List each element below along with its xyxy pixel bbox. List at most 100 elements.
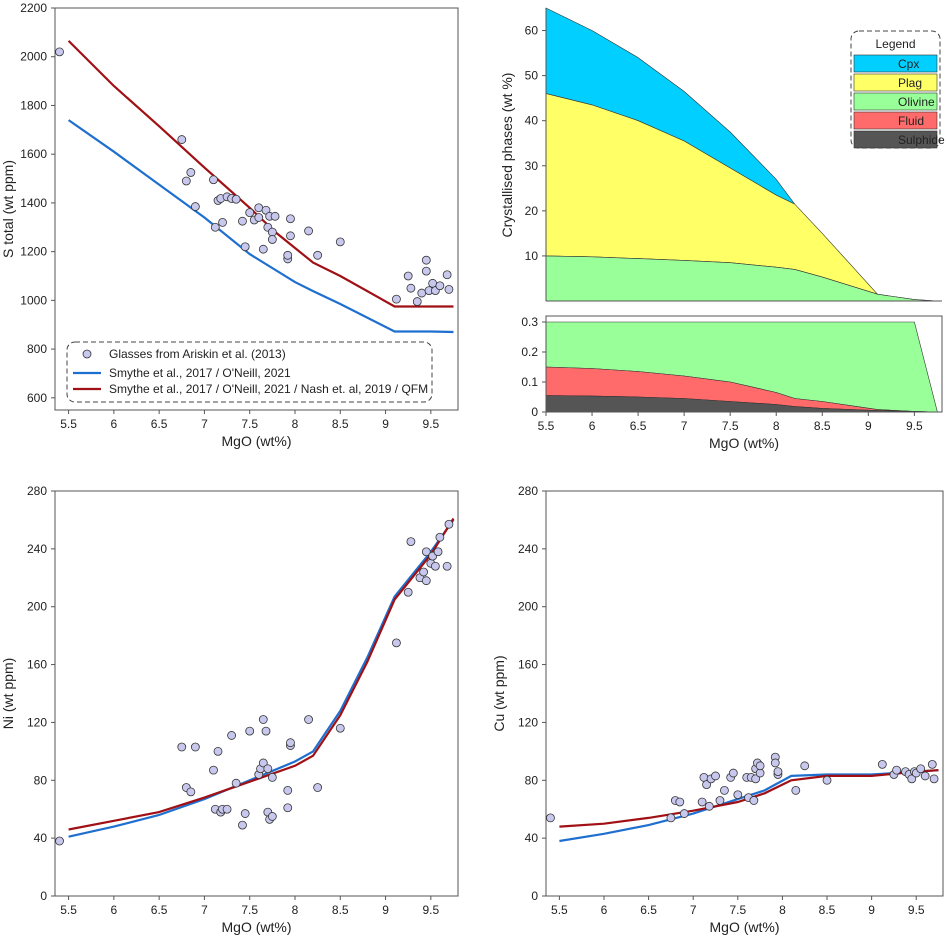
data-point — [245, 208, 255, 218]
data-point — [920, 771, 930, 781]
data-point — [715, 796, 725, 805]
data-point — [916, 764, 926, 774]
y-tick-label: 200 — [27, 600, 47, 614]
series-line-0 — [67, 119, 454, 334]
x-tick-label: 7 — [201, 903, 208, 917]
data-point — [392, 294, 401, 304]
x-tick-label: 7.5 — [729, 903, 746, 917]
y-tick-label: 80 — [34, 773, 48, 787]
data-point — [238, 820, 247, 830]
data-point — [254, 203, 264, 213]
data-point — [444, 284, 454, 294]
x-tick-label: 7 — [201, 417, 208, 431]
data-point — [238, 216, 247, 226]
y-axis-label: Crystallised phases (wt %) — [499, 73, 515, 238]
x-tick-label: 5.5 — [60, 903, 77, 917]
data-point — [417, 288, 427, 298]
x-tick-label: 8 — [773, 419, 780, 433]
y-tick-label: 20 — [525, 204, 539, 218]
data-point — [286, 738, 295, 748]
y-tick-label: 160 — [27, 658, 47, 672]
data-point — [421, 266, 431, 276]
data-point — [392, 638, 401, 648]
plot-frame — [54, 7, 459, 411]
data-point — [209, 765, 218, 775]
y-tick-label: 1200 — [20, 245, 47, 259]
data-point — [55, 47, 64, 57]
panel-cu: 5.5 6 6.5 7 7.5 8 8.5 9 9.5 0 40 80 120 160 200 240 280 M… — [491, 484, 944, 935]
x-tick-label: 9 — [382, 417, 389, 431]
y-tick-label: 0.3 — [521, 315, 538, 329]
data-point — [675, 797, 685, 807]
series-line-0 — [68, 519, 455, 838]
data-point — [442, 561, 452, 571]
data-point — [892, 765, 902, 775]
plot-frame — [545, 490, 944, 897]
y-axis-label: S total (wt ppm) — [0, 160, 16, 258]
x-tick-label: 9.5 — [422, 417, 439, 431]
x-tick-label: 7 — [681, 419, 688, 433]
data-point — [435, 532, 445, 542]
y-tick-label: 2000 — [20, 50, 47, 64]
x-tick-label: 9 — [865, 419, 872, 433]
data-point — [190, 742, 200, 752]
y-tick-label: 0 — [40, 889, 47, 903]
y-tick-label: 120 — [518, 715, 538, 729]
data-point — [270, 211, 280, 221]
data-point — [403, 587, 413, 597]
data-point — [222, 804, 232, 814]
data-point — [704, 801, 714, 811]
plot-frame — [54, 490, 459, 897]
data-point — [218, 217, 227, 227]
legend-label-sulphide: Sulphide — [898, 133, 945, 147]
data-point — [186, 787, 196, 797]
data-point — [877, 759, 887, 769]
x-tick-label: 6.5 — [151, 903, 168, 917]
y-tick-label: 0 — [531, 889, 538, 903]
x-tick-label: 8 — [779, 903, 786, 917]
legend-swatch-fluid — [853, 111, 938, 130]
data-point — [444, 519, 454, 529]
data-point — [267, 227, 277, 237]
data-point — [267, 235, 277, 244]
data-point — [751, 774, 761, 784]
x-tick-label: 7.5 — [722, 419, 739, 433]
data-point — [720, 786, 729, 795]
data-point — [929, 774, 939, 784]
x-tick-label: 8 — [292, 903, 299, 917]
x-tick-label: 7.5 — [241, 417, 258, 431]
data-point — [283, 803, 293, 813]
legend-label-plag: Plag — [898, 76, 922, 90]
x-axis-label: MgO (wt%) — [710, 919, 780, 935]
data-point — [403, 271, 413, 281]
y-tick-label: 1800 — [20, 98, 47, 112]
data-point — [755, 768, 765, 778]
y-tick-label: 240 — [518, 542, 538, 556]
legend-label-0: Smythe et al., 2017 / O'Neill, 2021 — [109, 366, 291, 380]
x-tick-label: 8.5 — [332, 417, 349, 431]
data-point — [313, 250, 323, 260]
data-point — [258, 758, 268, 768]
data-point — [412, 297, 422, 306]
series-line-1 — [559, 769, 939, 828]
y-axis-label: Ni (wt ppm) — [0, 658, 16, 730]
legend-label-cpx: Cpx — [898, 57, 919, 71]
panel-ni: 5.5 6 6.5 7 7.5 8 8.5 9 9.5 0 40 80 120 160 200 240 280 M… — [0, 484, 459, 935]
x-tick-label: 8 — [292, 417, 299, 431]
x-tick-label: 9.5 — [422, 903, 439, 917]
y-tick-label: 0.1 — [521, 375, 538, 389]
data-point — [254, 213, 264, 222]
data-point — [267, 772, 277, 782]
data-point — [733, 790, 743, 800]
data-point — [428, 278, 438, 288]
data-point — [770, 758, 780, 768]
data-point — [822, 775, 832, 785]
lower-frame — [545, 315, 943, 413]
legend-title: Legend — [875, 37, 915, 51]
data-point — [749, 796, 759, 805]
x-tick-label: 8.5 — [332, 903, 349, 917]
data-point — [679, 809, 689, 818]
legend-box — [66, 341, 433, 403]
data-point — [791, 786, 801, 795]
data-point — [286, 231, 295, 241]
